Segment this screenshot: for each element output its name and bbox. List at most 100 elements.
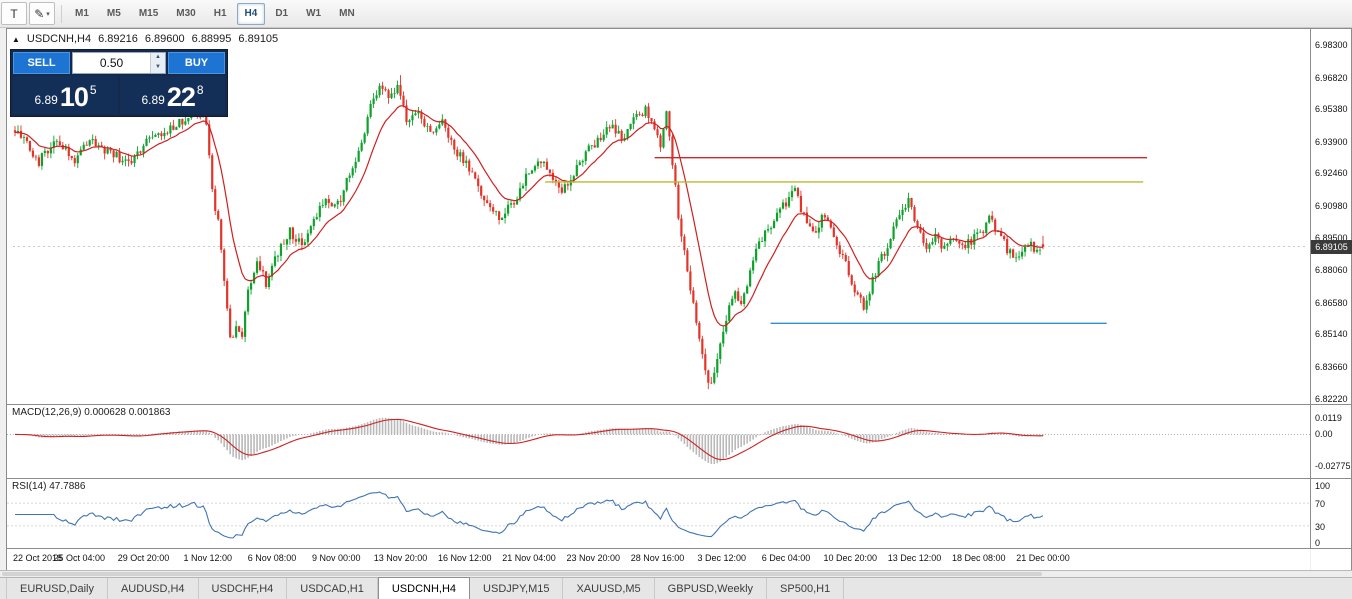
pencil-icon: ✎ (34, 6, 45, 21)
rsi-scale-tick: 70 (1315, 499, 1326, 509)
time-axis-label: 23 Nov 20:00 (566, 553, 621, 563)
macd-scale-tick: 0.00 (1315, 429, 1333, 439)
main-price-chart[interactable] (7, 28, 1310, 404)
sell-price-display[interactable]: 6.89 10 5 (13, 76, 118, 114)
sell-price-pip-digit: 5 (89, 82, 97, 97)
tab-audusd-h4[interactable]: AUDUSD,H4 (108, 578, 199, 599)
price-scale-tick: 6.89500 (1315, 233, 1348, 244)
sell-price-big-digits: 10 (59, 82, 89, 112)
rsi-window-separator[interactable] (7, 478, 1352, 479)
time-axis-label: 13 Nov 20:00 (373, 553, 428, 563)
price-scale-tick: 6.82220 (1315, 393, 1348, 404)
buy-price-pip-digit: 8 (196, 82, 204, 97)
timeframe-button-h4[interactable]: H4 (236, 2, 266, 25)
price-scale-tick: 6.95380 (1315, 104, 1348, 115)
price-scale-tick: 6.90980 (1315, 200, 1348, 211)
cursor-tool-icon: T (10, 6, 18, 21)
tab-sp500-h1[interactable]: SP500,H1 (767, 578, 845, 599)
timeframe-button-m5[interactable]: M5 (106, 7, 121, 19)
time-axis-label: 16 Nov 12:00 (437, 553, 492, 563)
rsi-line (15, 491, 1044, 539)
time-axis-label: 13 Dec 12:00 (887, 553, 942, 563)
one-click-trading-panel: SELL ▲ ▼ BUY 6.89 10 5 6.89 22 8 (10, 49, 228, 117)
time-axis-label: 18 Dec 08:00 (951, 553, 1006, 563)
ohlc-open: 6.89216 (98, 33, 138, 45)
volume-input[interactable] (73, 53, 150, 73)
top-toolbar: T ✎ ▾ M1 M5 M15 M30 H1 H4 D1 W1 MN (0, 0, 1352, 28)
time-axis-label: 21 Dec 00:00 (1016, 553, 1070, 563)
timeframe-button-group: M1 M5 M15 M30 H1 H4 D1 W1 MN (66, 2, 364, 25)
timeframe-button-w1[interactable]: W1 (306, 7, 322, 19)
timeframe-button-mn[interactable]: MN (339, 7, 355, 19)
price-scale-tick: 6.85140 (1315, 329, 1348, 340)
volume-down-button[interactable]: ▼ (151, 63, 165, 73)
macd-indicator-chart[interactable] (7, 405, 1310, 478)
timeframe-button-d1[interactable]: D1 (275, 7, 289, 19)
time-axis-label: 9 Nov 00:00 (311, 553, 361, 563)
chevron-down-icon: ▾ (46, 10, 50, 18)
time-axis-separator (7, 548, 1352, 549)
down-candle-bodies (13, 84, 1045, 384)
macd-label: MACD(12,26,9) 0.000628 0.001863 (12, 407, 171, 418)
rsi-scale-tick: 100 (1315, 481, 1331, 491)
macd-scale-tick: 0.0119 (1315, 413, 1342, 423)
timeframe-button-m1[interactable]: M1 (75, 7, 89, 19)
rsi-label: RSI(14) 47.7886 (12, 481, 86, 492)
rsi-scale-tick: 30 (1315, 522, 1326, 532)
down-candle-wicks (14, 75, 1044, 390)
tab-usdcad-h1[interactable]: USDCAD,H1 (287, 578, 378, 599)
time-axis-label: 28 Nov 16:00 (630, 553, 685, 563)
chart-frame-left (6, 28, 7, 570)
tab-usdchf-h4[interactable]: USDCHF,H4 (199, 578, 288, 599)
time-axis-label: 22 Oct 2018 (13, 553, 63, 563)
macd-scale-tick: -0.02775 (1315, 461, 1351, 471)
tab-usdcnh-h4[interactable]: USDCNH,H4 (377, 577, 471, 599)
time-axis-label: 3 Dec 12:00 (697, 553, 747, 563)
rsi-scale-tick: 0 (1315, 538, 1321, 548)
ohlc-high: 6.89600 (144, 33, 185, 45)
tab-xauusd-m5[interactable]: XAUUSD,M5 (563, 578, 655, 599)
horizontal-scrollbar-thumb[interactable] (2, 572, 1042, 576)
buy-price-display[interactable]: 6.89 22 8 (120, 76, 225, 114)
price-scale-divider (1310, 28, 1311, 548)
time-axis-label: 6 Dec 04:00 (761, 553, 811, 563)
price-scale-tick: 6.93900 (1315, 136, 1348, 147)
moving-average-line (14, 105, 1044, 327)
buy-price-prefix: 6.89 (141, 93, 165, 107)
up-candle-bodies (16, 84, 1042, 383)
chart-frame-top (6, 28, 1352, 29)
cursor-tool-button[interactable]: T (1, 2, 27, 25)
time-axis-label: 1 Nov 12:00 (183, 553, 233, 563)
price-scale-tick: 6.83660 (1315, 361, 1348, 372)
time-axis-label: 6 Nov 08:00 (247, 553, 297, 563)
price-scale-tick: 6.98300 (1315, 39, 1348, 50)
ohlc-low: 6.88995 (191, 33, 232, 45)
rsi-indicator-chart[interactable] (7, 479, 1310, 548)
volume-up-button[interactable]: ▲ (151, 53, 165, 63)
horizontal-scrollbar-track[interactable] (0, 570, 1352, 577)
chart-symbol-label: USDCNH,H4 (26, 33, 92, 45)
time-axis-label: 29 Oct 20:00 (117, 553, 170, 563)
macd-signal-line (14, 418, 1044, 461)
toolbar-separator (61, 4, 62, 23)
time-axis[interactable]: 22 Oct 2018 25 Oct 04:00 29 Oct 20:00 1 Nov… (7, 553, 1310, 567)
timeframe-button-m15[interactable]: M15 (138, 7, 159, 19)
price-scale-background (1311, 28, 1352, 570)
ohlc-close: 6.89105 (238, 33, 279, 45)
time-axis-label: 21 Nov 04:00 (502, 553, 556, 563)
time-axis-label: 10 Dec 20:00 (823, 553, 878, 563)
tab-gbpusd-weekly[interactable]: GBPUSD,Weekly (655, 578, 768, 599)
tab-usdjpy-m15[interactable]: USDJPY,M15 (470, 578, 564, 599)
sell-price-prefix: 6.89 (34, 93, 58, 107)
current-price-badge: 6.89105 (1311, 239, 1352, 254)
chart-area-background (7, 28, 1310, 570)
timeframe-button-h1[interactable]: H1 (213, 7, 227, 19)
buy-button[interactable]: BUY (168, 52, 225, 74)
timeframe-button-m30[interactable]: M30 (176, 7, 196, 19)
trade-panel-collapse-icon[interactable]: ▲ (12, 34, 20, 44)
sell-button[interactable]: SELL (13, 52, 70, 74)
macd-window-separator[interactable] (7, 404, 1352, 405)
draw-tool-button[interactable]: ✎ ▾ (29, 2, 55, 25)
tab-eurusd-daily[interactable]: EURUSD,Daily (6, 578, 108, 599)
time-axis-label: 25 Oct 04:00 (53, 553, 106, 563)
